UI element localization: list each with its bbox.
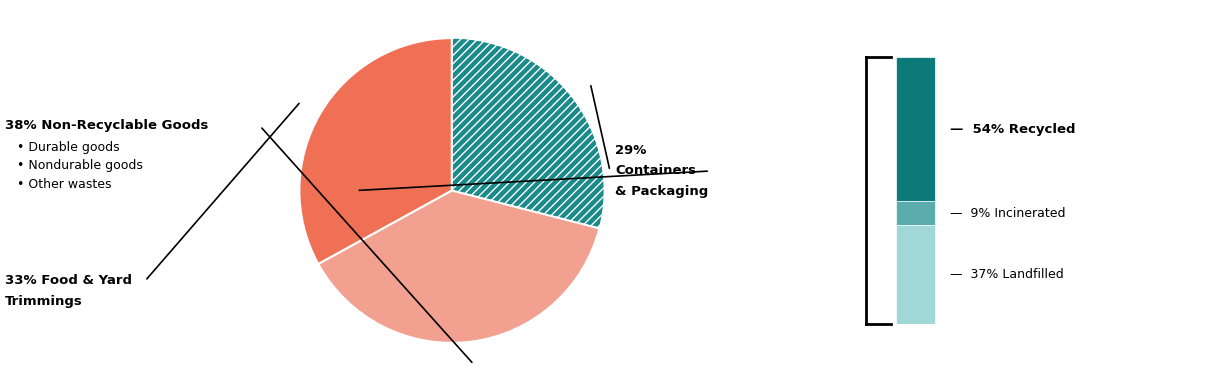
Text: 38% Non-Recyclable Goods: 38% Non-Recyclable Goods: [5, 120, 209, 133]
Text: Trimmings: Trimmings: [5, 295, 83, 307]
Text: —  54% Recycled: — 54% Recycled: [950, 123, 1076, 136]
Text: 33% Food & Yard: 33% Food & Yard: [5, 274, 132, 288]
Text: • Nondurable goods: • Nondurable goods: [17, 160, 143, 173]
Bar: [896, 225, 935, 324]
Wedge shape: [299, 38, 452, 264]
Text: & Packaging: & Packaging: [615, 184, 708, 197]
Wedge shape: [452, 38, 604, 228]
Text: • Other wastes: • Other wastes: [17, 178, 111, 190]
Text: 29%: 29%: [615, 144, 646, 157]
Text: —  37% Landfilled: — 37% Landfilled: [950, 268, 1063, 281]
Wedge shape: [319, 190, 600, 343]
Bar: [896, 201, 935, 225]
Text: • Durable goods: • Durable goods: [17, 141, 120, 155]
Text: Containers: Containers: [615, 165, 696, 178]
Bar: [896, 57, 935, 201]
Text: —  9% Incinerated: — 9% Incinerated: [950, 207, 1066, 220]
